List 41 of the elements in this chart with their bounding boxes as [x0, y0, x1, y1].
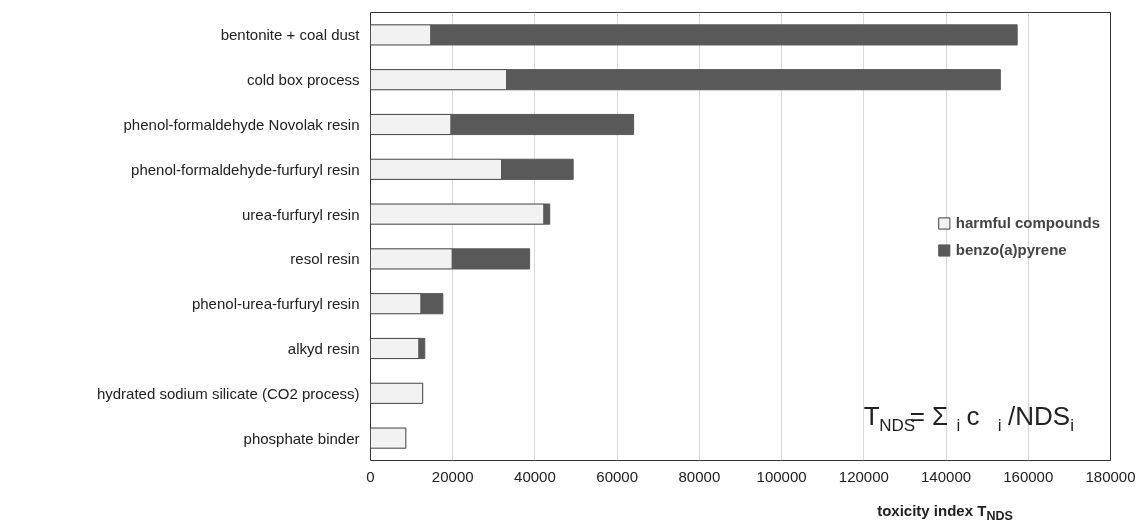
- bar: [370, 203, 545, 225]
- bar: [370, 337, 420, 360]
- x-tick-label: 100000: [756, 467, 807, 485]
- x-tick-label: 80000: [678, 467, 721, 485]
- y-tick-label: resol resin: [290, 250, 360, 268]
- x-tick-label: 120000: [838, 467, 889, 485]
- bar: [451, 248, 531, 270]
- bar: [418, 337, 426, 360]
- y-tick-label: phosphate binder: [243, 429, 360, 447]
- bar: [370, 293, 422, 315]
- bar: [543, 203, 551, 225]
- bar: [506, 69, 1001, 91]
- x-tick-label: 60000: [596, 467, 639, 485]
- bar: [370, 24, 432, 46]
- legend-label: harmful compounds: [955, 214, 1100, 231]
- legend-label: benzo(a)pyrene: [955, 241, 1067, 258]
- bar: [420, 293, 444, 315]
- x-tick-label: 0: [366, 467, 375, 485]
- y-tick-label: phenol-formaldehyde Novolak resin: [123, 116, 360, 133]
- bar: [370, 427, 407, 449]
- y-tick-label: cold box process: [246, 71, 360, 89]
- y-tick-label: phenol-urea-furfuryl resin: [191, 295, 360, 313]
- y-tick-label: bentonite + coal dust: [220, 26, 361, 44]
- bar: [501, 158, 574, 180]
- bar: [370, 382, 424, 404]
- bar: [370, 158, 503, 180]
- y-tick-label: hydrated sodium silicate (CO2 process): [96, 384, 360, 402]
- x-tick-label: 180000: [1085, 467, 1136, 485]
- x-tick-label: 20000: [431, 467, 474, 485]
- x-tick-label: 40000: [514, 467, 556, 485]
- x-tick-label: 160000: [1003, 467, 1054, 485]
- bar: [430, 24, 1018, 46]
- x-tick-label: 140000: [921, 467, 972, 485]
- bar: [370, 248, 453, 270]
- y-tick-label: urea-furfuryl resin: [241, 205, 360, 223]
- bar: [370, 113, 452, 136]
- bar: [450, 113, 635, 136]
- x-axis-title: toxicity index T$_{NDS}$: [877, 501, 1013, 525]
- bar: [370, 69, 508, 91]
- y-tick-label: phenol-formaldehyde-furfuryl resin: [131, 160, 360, 178]
- y-tick-label: alkyd resin: [287, 340, 360, 357]
